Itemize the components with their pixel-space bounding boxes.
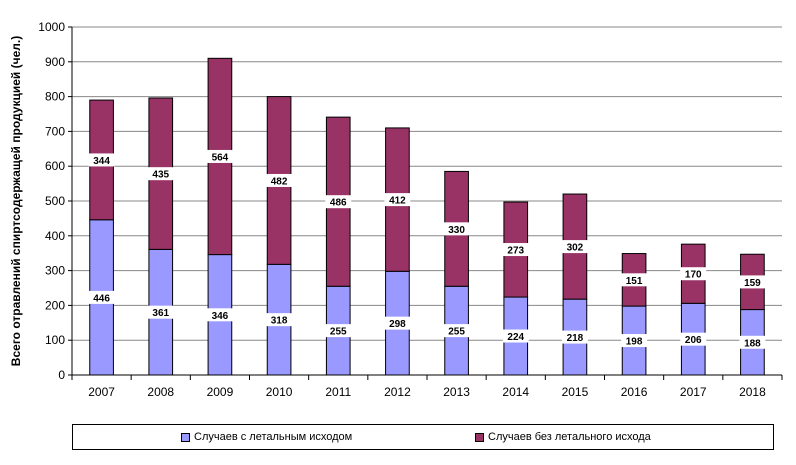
x-tick-label-2009: 2009 bbox=[207, 385, 234, 399]
grid-layer bbox=[72, 26, 782, 341]
x-tick-label-2017: 2017 bbox=[680, 385, 707, 399]
data-label-bg bbox=[206, 149, 233, 163]
data-label-nonlethal-2009: 564 bbox=[212, 152, 229, 163]
data-label-bg bbox=[502, 329, 529, 343]
legend-label-nonlethal: Случаев без летального исхода bbox=[488, 431, 651, 443]
data-label-bg bbox=[621, 273, 648, 287]
data-label-bg bbox=[88, 153, 115, 167]
data-label-nonlethal-2018: 159 bbox=[744, 278, 761, 289]
x-tick-label-2011: 2011 bbox=[325, 385, 351, 399]
data-label-lethal-2009: 346 bbox=[212, 311, 229, 322]
data-label-nonlethal-2007: 344 bbox=[93, 156, 110, 167]
y-axis-title: Всего отравлений спиртсодержащей продукц… bbox=[9, 36, 23, 366]
data-label-nonlethal-2013: 330 bbox=[448, 225, 465, 236]
x-tick-label-2007: 2007 bbox=[88, 385, 115, 399]
legend: Случаев с летальным исходом Случаев без … bbox=[72, 424, 774, 450]
x-tick-label-2010: 2010 bbox=[266, 385, 293, 399]
data-label-lethal-2015: 218 bbox=[567, 333, 584, 344]
data-label-lethal-2014: 224 bbox=[507, 332, 524, 343]
data-label-nonlethal-2008: 435 bbox=[152, 170, 169, 181]
y-tick-label: 600 bbox=[45, 159, 65, 173]
data-label-nonlethal-2010: 482 bbox=[271, 176, 288, 187]
y-tick-label: 1000 bbox=[38, 20, 65, 34]
x-tick-label-2018: 2018 bbox=[739, 385, 766, 399]
y-tick-label: 500 bbox=[45, 194, 65, 208]
data-label-bg bbox=[266, 173, 293, 187]
y-tick-label: 100 bbox=[45, 333, 65, 347]
bars-layer bbox=[89, 57, 765, 376]
data-label-bg bbox=[147, 167, 174, 181]
axes-layer: 0 100 200 300 400 500 600 700 800 900 1000 2007 2008… bbox=[38, 20, 783, 399]
data-label-nonlethal-2015: 302 bbox=[567, 243, 584, 254]
data-label-lethal-2016: 198 bbox=[626, 337, 643, 348]
x-tick-label-2015: 2015 bbox=[562, 385, 589, 399]
legend-swatch-nonlethal bbox=[475, 432, 484, 442]
data-label-lethal-2018: 188 bbox=[744, 338, 761, 349]
data-label-bg bbox=[147, 305, 174, 319]
data-label-nonlethal-2017: 170 bbox=[685, 270, 702, 281]
data-label-bg bbox=[325, 324, 352, 338]
x-tick-label-2016: 2016 bbox=[621, 385, 648, 399]
data-label-lethal-2008: 361 bbox=[152, 308, 169, 319]
legend-item-nonlethal: Случаев без летального исхода bbox=[475, 431, 651, 443]
data-label-lethal-2013: 255 bbox=[448, 327, 465, 338]
data-label-bg bbox=[680, 267, 707, 281]
data-label-lethal-2010: 318 bbox=[271, 316, 288, 327]
x-tick-label-2008: 2008 bbox=[147, 385, 174, 399]
legend-swatch-lethal bbox=[181, 432, 190, 442]
data-label-nonlethal-2016: 151 bbox=[626, 276, 643, 287]
data-label-bg bbox=[443, 222, 470, 236]
y-tick-label: 300 bbox=[45, 264, 65, 278]
x-tick-label-2013: 2013 bbox=[443, 385, 470, 399]
data-label-lethal-2011: 255 bbox=[330, 327, 347, 338]
data-label-bg bbox=[325, 195, 352, 209]
data-label-lethal-2017: 206 bbox=[685, 335, 702, 346]
data-label-bg bbox=[739, 335, 766, 349]
data-label-lethal-2007: 446 bbox=[93, 293, 110, 304]
data-label-bg bbox=[88, 290, 115, 304]
x-tick-label-2012: 2012 bbox=[384, 385, 411, 399]
data-label-bg bbox=[561, 330, 588, 344]
data-labels-layer: 446 344 361 435 346 564 318 482 255 486 298 412 255 3… bbox=[88, 149, 766, 349]
data-label-bg bbox=[561, 240, 588, 254]
data-label-nonlethal-2014: 273 bbox=[507, 246, 524, 257]
data-label-bg bbox=[266, 313, 293, 327]
data-label-bg bbox=[739, 275, 766, 289]
data-label-bg bbox=[621, 334, 648, 348]
data-label-lethal-2012: 298 bbox=[389, 319, 406, 330]
y-tick-label: 400 bbox=[45, 229, 65, 243]
y-tick-label: 800 bbox=[45, 90, 65, 104]
legend-item-lethal: Случаев с летальным исходом bbox=[181, 431, 352, 443]
legend-label-lethal: Случаев с летальным исходом bbox=[194, 431, 353, 443]
y-tick-label: 0 bbox=[58, 368, 65, 382]
data-label-nonlethal-2012: 412 bbox=[389, 196, 406, 207]
x-tick-label-2014: 2014 bbox=[502, 385, 529, 399]
data-label-bg bbox=[384, 316, 411, 330]
y-tick-label: 700 bbox=[45, 124, 65, 138]
data-label-bg bbox=[384, 193, 411, 207]
data-label-bg bbox=[680, 332, 707, 346]
stacked-bar-chart: 446 344 361 435 346 564 318 482 255 486 298 412 255 3… bbox=[9, 20, 783, 399]
data-label-bg bbox=[443, 324, 470, 338]
data-label-nonlethal-2011: 486 bbox=[330, 198, 347, 209]
data-label-bg bbox=[206, 308, 233, 322]
y-tick-label: 900 bbox=[45, 55, 65, 69]
data-label-bg bbox=[502, 243, 529, 257]
y-tick-label: 200 bbox=[45, 298, 65, 312]
